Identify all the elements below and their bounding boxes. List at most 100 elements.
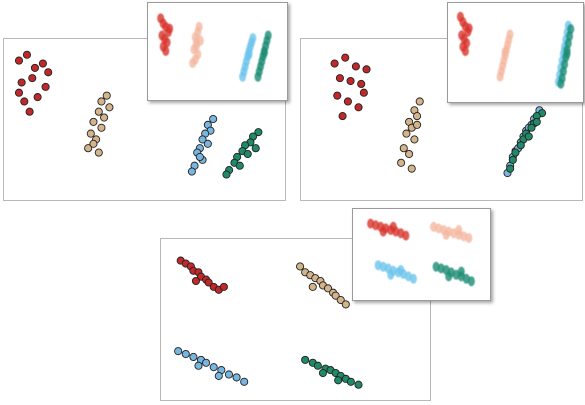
cluster [430,221,473,243]
point [105,103,114,112]
point [524,132,533,141]
point [14,88,24,97]
point [254,128,263,137]
inset-panel [147,2,288,101]
point [240,377,249,386]
point [511,148,520,157]
point [346,377,355,386]
point [195,152,204,162]
point [516,141,525,150]
point [187,167,196,176]
cluster [157,13,174,56]
inset-panel [447,2,584,103]
point [94,107,103,116]
point [189,352,198,362]
point [323,284,333,293]
point [461,46,469,57]
point [359,88,368,97]
point [527,123,536,132]
point [402,230,410,241]
cluster [254,30,272,82]
point [41,82,50,91]
point [25,107,34,116]
cluster [496,29,514,82]
point [214,371,223,380]
point [351,62,360,71]
cluster [374,260,417,284]
point [506,164,515,173]
point [496,71,504,82]
point [346,76,355,86]
point [14,56,24,65]
cluster [432,261,475,287]
point [245,49,253,60]
point [407,164,416,173]
point [330,59,339,68]
point [387,269,395,280]
point [251,144,260,153]
inset-panel [352,208,491,301]
point [38,59,47,68]
point [508,155,517,164]
point [341,53,350,62]
cluster [330,53,371,121]
point [296,262,305,271]
point [333,91,342,100]
point [209,363,218,372]
point [189,58,197,69]
point [84,144,93,153]
point [331,291,340,300]
point [222,170,231,179]
point [557,78,565,89]
point [389,221,397,232]
point [301,355,310,364]
point [204,278,213,287]
point [17,78,26,87]
point [209,114,218,124]
point [318,368,327,378]
point [22,50,32,59]
cluster [174,347,249,386]
point [354,103,363,112]
cluster [367,218,410,241]
cluster [296,262,350,309]
point [465,233,473,243]
point [100,113,109,122]
point [308,282,317,291]
point [354,380,363,389]
point [334,376,343,385]
cluster [557,24,575,89]
point [445,271,453,282]
point [239,71,247,82]
point [166,23,174,34]
point [44,68,53,77]
point [341,300,350,309]
point [203,139,212,148]
point [563,48,571,59]
point [313,361,322,370]
cluster [84,91,114,157]
point [336,295,345,305]
cluster [176,256,228,294]
point [191,276,200,286]
point [457,266,465,277]
point [198,135,207,144]
point [399,144,408,153]
point [102,91,111,100]
cluster [14,50,53,116]
point [181,349,190,359]
cluster [239,33,257,82]
cluster [506,109,547,173]
point [89,139,98,148]
point [467,276,475,287]
point [219,282,228,291]
point [338,112,347,121]
point [194,361,203,370]
point [379,226,387,237]
point [33,93,42,102]
point [20,97,29,106]
point [343,97,352,106]
point [94,148,103,157]
point [413,120,422,129]
